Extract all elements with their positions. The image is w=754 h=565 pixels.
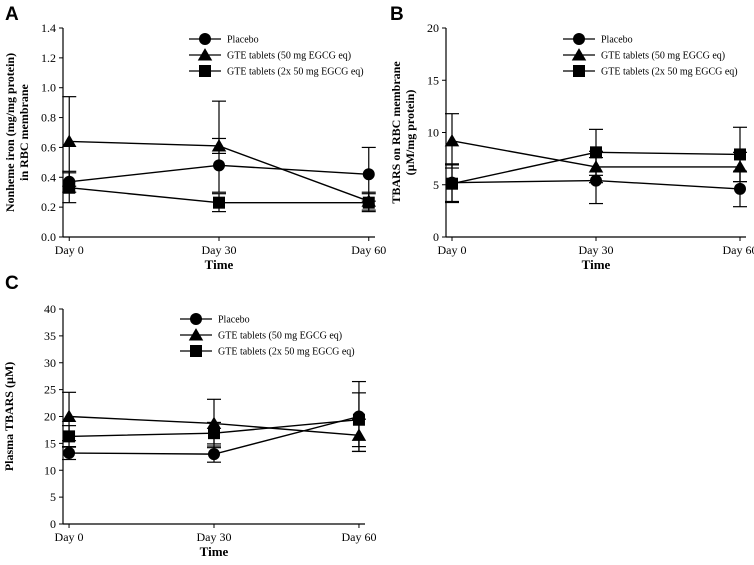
legend-label: Placebo: [601, 35, 633, 46]
square-marker: [734, 148, 746, 160]
triangle-marker: [62, 410, 76, 422]
y-tick-label: 0.4: [41, 170, 56, 184]
y-axis-label: (µM/mg protein): [403, 90, 417, 176]
circle-marker: [63, 447, 75, 459]
legend-label: GTE tablets (50 mg EGCG eq): [218, 331, 342, 342]
circle-marker: [363, 168, 375, 180]
legend-label: GTE tablets (2x 50 mg EGCG eq): [218, 347, 355, 358]
chart-panel-a: A 0.0 0.2 0.4 0.6 0.8 1.0 1.2 1.4 Day 0 Day 30 Day …: [3, 4, 386, 272]
y-tick-label: 30: [44, 356, 56, 370]
y-axis-label: TBARS on RBC membrane: [389, 61, 403, 204]
y-tick-label: 10: [44, 463, 56, 477]
x-tick-label: Day 0: [55, 530, 84, 544]
x-tick-label: Day 60: [723, 243, 754, 257]
square-marker: [63, 182, 75, 194]
y-axis-label: Plasma TBARS (µM): [2, 362, 16, 471]
legend-square-marker: [199, 65, 211, 77]
square-marker: [63, 430, 75, 442]
legend-square-marker: [573, 65, 585, 77]
x-tick-label: Day 60: [351, 243, 386, 257]
y-tick-label: 40: [44, 302, 56, 316]
figure-canvas: A 0.0 0.2 0.4 0.6 0.8 1.0 1.2 1.4 Day 0 Day 30 Day …: [0, 0, 754, 565]
y-tick-label: 0.0: [41, 230, 56, 244]
square-marker: [363, 197, 375, 209]
legend-label: GTE tablets (2x 50 mg EGCG eq): [227, 67, 364, 78]
x-axis-label: Time: [205, 257, 234, 272]
y-axis-label: Nonheme iron (mg/mg protein): [3, 53, 17, 212]
y-tick-label: 20: [427, 21, 439, 35]
triangle-marker: [445, 134, 459, 146]
x-tick-label: Day 30: [579, 243, 614, 257]
legend-triangle-marker: [198, 48, 212, 60]
y-tick-label: 5: [50, 490, 56, 504]
square-marker: [208, 427, 220, 439]
chart-panel-b: B 0 5 10 15 20 Day 0 Day 30 Day 60 Time TBARS on R…: [389, 4, 754, 272]
y-tick-label: 0.2: [41, 200, 56, 214]
y-tick-label: 25: [44, 383, 56, 397]
legend-label: GTE tablets (50 mg EGCG eq): [227, 51, 351, 62]
y-tick-label: 0: [50, 517, 56, 531]
panel-letter: A: [5, 4, 19, 25]
y-tick-label: 15: [44, 436, 56, 450]
square-marker: [213, 197, 225, 209]
x-axis-label: Time: [200, 544, 229, 559]
legend-square-marker: [190, 345, 202, 357]
y-tick-label: 10: [427, 126, 439, 140]
legend-label: Placebo: [227, 35, 259, 46]
y-tick-label: 1.4: [41, 21, 56, 35]
y-tick-label: 35: [44, 329, 56, 343]
legend-label: GTE tablets (2x 50 mg EGCG eq): [601, 67, 738, 78]
panel-letter: C: [5, 273, 19, 294]
y-tick-label: 1.2: [41, 51, 56, 65]
circle-marker: [213, 159, 225, 171]
y-tick-label: 20: [44, 410, 56, 424]
x-tick-label: Day 0: [55, 243, 84, 257]
x-tick-label: Day 30: [202, 243, 237, 257]
circle-marker: [734, 183, 746, 195]
panel-letter: B: [390, 4, 404, 25]
x-tick-label: Day 30: [197, 530, 232, 544]
x-tick-label: Day 0: [438, 243, 467, 257]
legend-label: GTE tablets (50 mg EGCG eq): [601, 51, 725, 62]
y-axis-label: in RBC membrane: [17, 84, 31, 181]
y-tick-label: 0.6: [41, 140, 56, 154]
x-axis-label: Time: [582, 257, 611, 272]
legend-circle-marker: [190, 313, 202, 325]
legend-circle-marker: [199, 33, 211, 45]
square-marker: [590, 146, 602, 158]
legend-label: Placebo: [218, 315, 250, 326]
y-tick-label: 15: [427, 73, 439, 87]
legend-triangle-marker: [189, 328, 203, 340]
y-tick-label: 5: [433, 178, 439, 192]
circle-marker: [208, 448, 220, 460]
y-tick-label: 0: [433, 230, 439, 244]
legend: Placebo GTE tablets (50 mg EGCG eq) GTE ta…: [563, 33, 738, 78]
square-marker: [353, 414, 365, 426]
y-tick-label: 0.8: [41, 111, 56, 125]
x-tick-label: Day 60: [341, 530, 376, 544]
square-marker: [446, 178, 458, 190]
legend: Placebo GTE tablets (50 mg EGCG eq) GTE ta…: [189, 33, 364, 78]
y-tick-label: 1.0: [41, 81, 56, 95]
chart-panel-c: C 0 5 10 15 20 25 30 35 40 Day 0 Day 30 Day 60 Time Pl…: [2, 273, 376, 559]
legend: Placebo GTE tablets (50 mg EGCG eq) GTE ta…: [180, 313, 355, 358]
legend-triangle-marker: [572, 48, 586, 60]
triangle-marker: [62, 135, 76, 147]
legend-circle-marker: [573, 33, 585, 45]
